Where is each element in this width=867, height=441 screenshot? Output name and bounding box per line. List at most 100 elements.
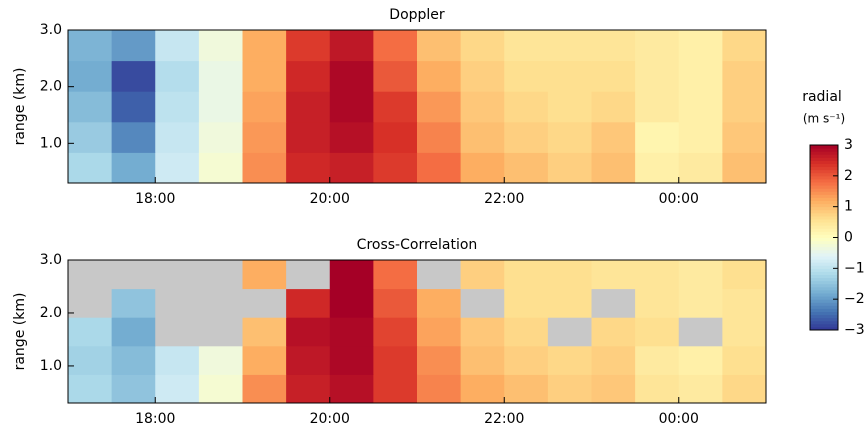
colorbar-segment xyxy=(810,145,838,149)
heatmap-cell xyxy=(198,152,243,184)
heatmap-cell xyxy=(417,121,462,153)
heatmap-cell xyxy=(68,30,113,62)
colorbar-segment xyxy=(810,280,838,285)
colorbar-segment xyxy=(810,259,838,263)
heatmap-cell xyxy=(373,152,418,184)
heatmap-cell xyxy=(373,60,418,92)
heatmap-cell xyxy=(111,30,156,62)
colorbar-segment xyxy=(810,209,838,214)
heatmap-cell xyxy=(547,30,592,62)
heatmap-cell xyxy=(591,91,636,123)
colorbar-segment xyxy=(810,308,838,312)
heatmap-cell xyxy=(722,152,767,184)
heatmap-cell xyxy=(460,317,505,347)
heatmap-cell xyxy=(460,152,505,184)
heatmap-cell xyxy=(460,60,505,92)
colorbar-segment xyxy=(810,222,838,226)
heatmap-cell xyxy=(635,91,680,123)
colorbar-segment xyxy=(810,234,838,238)
heatmap-cell xyxy=(635,374,680,404)
y-tick-label: 1.0 xyxy=(40,358,62,374)
heatmap-cell xyxy=(417,152,462,184)
heatmap-cell xyxy=(198,260,243,290)
heatmap-cell xyxy=(504,30,549,62)
heatmap-cell xyxy=(68,260,113,290)
heatmap-cell xyxy=(635,317,680,347)
heatmap-cell xyxy=(504,152,549,184)
heatmap-cell xyxy=(286,30,331,62)
heatmap-cell xyxy=(111,60,156,92)
colorbar-segment xyxy=(810,203,838,208)
heatmap-cell xyxy=(286,121,331,153)
x-tick-label: 22:00 xyxy=(484,411,524,427)
heatmap-cell xyxy=(460,345,505,375)
heatmap-cell xyxy=(68,288,113,318)
heatmap-cell xyxy=(678,152,723,184)
heatmap-cell xyxy=(504,288,549,318)
heatmap-cell xyxy=(111,91,156,123)
heatmap-cell xyxy=(417,60,462,92)
heatmap-cell xyxy=(198,60,243,92)
heatmap-cell xyxy=(111,374,156,404)
heatmap-cell xyxy=(286,374,331,404)
x-tick-label: 22:00 xyxy=(484,191,524,207)
colorbar-segment xyxy=(810,182,838,186)
colorbar-segment xyxy=(810,157,838,161)
heatmap-cell xyxy=(460,30,505,62)
colorbar-tick-label: 0 xyxy=(844,230,853,246)
heatmap-cell xyxy=(198,345,243,375)
heatmap-cell xyxy=(286,317,331,347)
heatmap-cell xyxy=(722,317,767,347)
heatmap-cell xyxy=(111,260,156,290)
colorbar-segment xyxy=(810,293,838,297)
heatmap-cell xyxy=(111,288,156,318)
heatmap-cell xyxy=(635,288,680,318)
heatmap-cell xyxy=(635,260,680,290)
heatmap-cell xyxy=(242,374,287,404)
heatmap-cell xyxy=(198,30,243,62)
heatmap-cell xyxy=(68,374,113,404)
heatmap-cell xyxy=(591,30,636,62)
colorbar-segment xyxy=(810,252,838,257)
colorbar-segment xyxy=(810,228,838,232)
colorbar-segment xyxy=(810,166,838,171)
heatmap-cell xyxy=(329,60,374,92)
heatmap-cell xyxy=(68,345,113,375)
heatmap-cell xyxy=(417,317,462,347)
heatmap-cell xyxy=(722,60,767,92)
heatmap-cell xyxy=(722,345,767,375)
colorbar-segment xyxy=(810,320,838,325)
heatmap-cell xyxy=(373,91,418,123)
heatmap-cell xyxy=(547,121,592,153)
heatmap-cell xyxy=(678,345,723,375)
heatmap-cell xyxy=(504,345,549,375)
heatmap-cell xyxy=(242,152,287,184)
heatmap-cell xyxy=(198,317,243,347)
colorbar-segment xyxy=(810,296,838,300)
y-tick-label: 3.0 xyxy=(40,252,62,268)
x-tick-label: 20:00 xyxy=(310,411,350,427)
heatmap-cell xyxy=(198,288,243,318)
heatmap-cell xyxy=(373,30,418,62)
heatmap-cell xyxy=(678,60,723,92)
heatmap-cell xyxy=(329,288,374,318)
heatmap-cell xyxy=(722,260,767,290)
heatmap-cell xyxy=(286,288,331,318)
colorbar-segment xyxy=(810,323,838,328)
colorbar-segment xyxy=(810,154,838,158)
heatmap-cell xyxy=(373,374,418,404)
heatmap-cell xyxy=(591,288,636,318)
heatmap-cell xyxy=(68,121,113,153)
colorbar-segment xyxy=(810,148,838,152)
colorbar-segment xyxy=(810,311,838,316)
colorbar-segment xyxy=(810,256,838,260)
heatmap-cell xyxy=(242,91,287,123)
heatmap-cell xyxy=(111,345,156,375)
heatmap-cell xyxy=(635,121,680,153)
plot-frame xyxy=(67,29,767,184)
heatmap-cell xyxy=(678,121,723,153)
colorbar-segment xyxy=(810,200,838,205)
heatmap-cell xyxy=(591,60,636,92)
colorbar-segment xyxy=(810,191,838,195)
